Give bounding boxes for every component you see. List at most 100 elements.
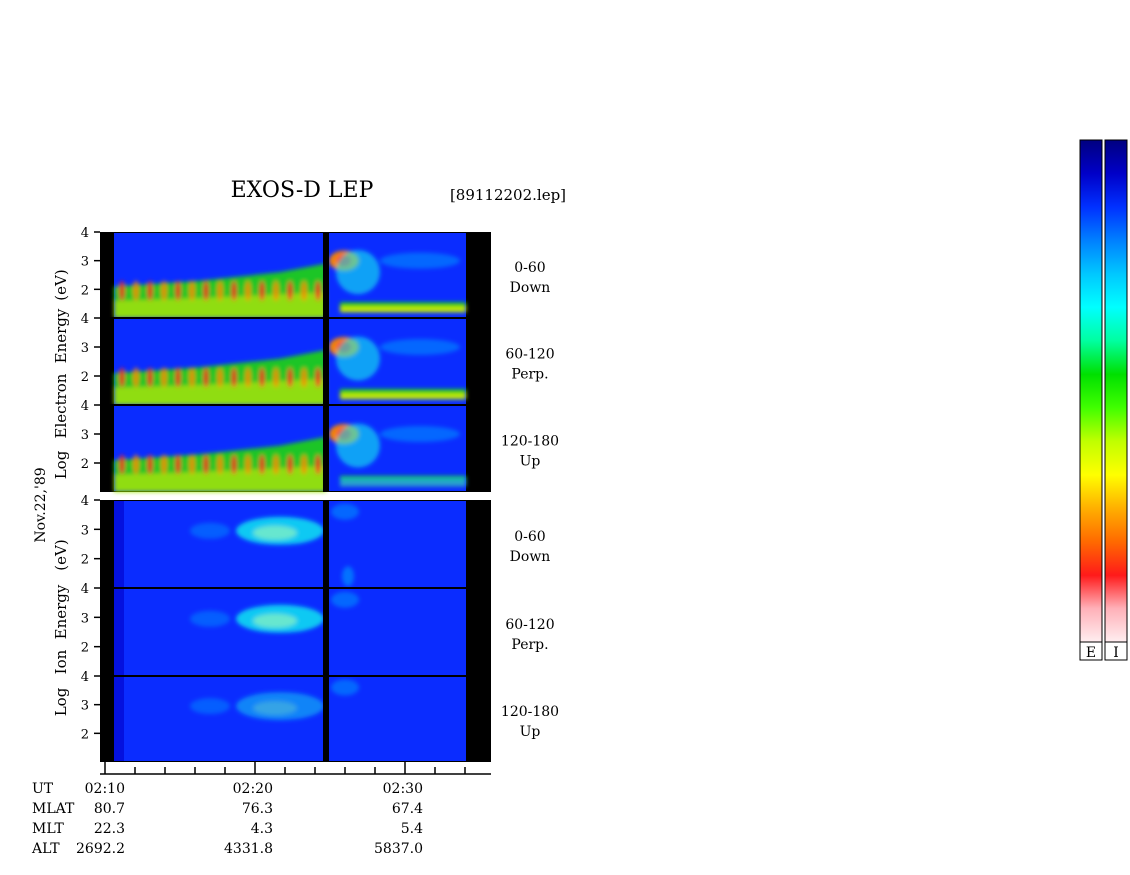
flux-cell	[161, 454, 167, 475]
flux-features	[114, 423, 466, 492]
flux-cell	[133, 280, 139, 301]
figure-title: EXOS-D LEP	[231, 178, 374, 203]
direction-label: Down	[510, 549, 551, 565]
flux-cell	[331, 503, 359, 520]
data-gap	[323, 500, 329, 588]
flux-cell	[133, 454, 139, 475]
flux-cell	[380, 339, 460, 355]
row-value: 02:10	[85, 781, 125, 797]
flux-band	[114, 292, 326, 318]
flux-cell	[133, 367, 139, 388]
data-gap	[323, 676, 329, 762]
flux-cell	[114, 589, 124, 675]
row-value: 5.4	[401, 821, 423, 837]
panel-ion-120-180: 4 3 2 120-180 Up	[81, 670, 559, 762]
flux-cell	[175, 454, 181, 475]
flux-band	[114, 465, 326, 492]
data-gap	[323, 232, 329, 318]
flux-features	[190, 503, 359, 587]
direction-label: Up	[520, 454, 541, 470]
spectrogram-image	[114, 501, 466, 587]
time-axis	[100, 762, 491, 775]
row-value: 02:30	[383, 781, 423, 797]
flux-cell	[315, 280, 321, 301]
colorbar-ion	[1104, 139, 1128, 643]
colorbar-electron	[1079, 139, 1103, 643]
flux-cell	[273, 367, 279, 388]
flux-cell	[190, 610, 230, 627]
flux-cell	[189, 367, 195, 388]
flux-cell	[217, 280, 223, 301]
panel-electron-0-60: 4 3 2 0-60 Down	[81, 226, 550, 318]
pitch-angle-label: 0-60	[514, 529, 545, 545]
flux-cell	[259, 280, 265, 301]
flux-cell	[301, 367, 307, 388]
spectrogram-image	[114, 589, 466, 675]
spectrogram-image	[114, 406, 466, 492]
flux-cell	[119, 454, 125, 475]
flux-cell	[259, 454, 265, 475]
row-label-mlat: MLAT	[32, 801, 75, 817]
row-value: 22.3	[94, 821, 125, 837]
flux-cell	[147, 280, 153, 301]
pitch-angle-label: 120-180	[501, 434, 559, 450]
flux-cell	[253, 613, 297, 628]
pitch-angle-label: 0-60	[514, 260, 545, 276]
spectrogram-image	[114, 677, 466, 761]
y-tick-label: 3	[81, 341, 89, 356]
flux-cell	[287, 367, 293, 388]
data-gap	[323, 405, 329, 492]
flux-cell	[231, 367, 237, 388]
date-label: Nov.22,'89	[33, 467, 49, 542]
pitch-angle-label: 60-120	[505, 347, 554, 363]
flux-cell	[203, 280, 209, 301]
panel-ion-60-120: 4 3 2 60-120 Perp.	[81, 582, 555, 676]
ion-label-unit: (eV)	[52, 539, 70, 570]
colorbar-electron-label: E	[1086, 645, 1096, 661]
y-tick-label: 3	[81, 428, 89, 443]
flux-cell	[189, 454, 195, 475]
y-tick-label: 4	[81, 670, 89, 685]
data-gap	[323, 588, 329, 676]
y-tick-label: 3	[81, 255, 89, 270]
flux-features	[190, 591, 359, 633]
flux-cell	[119, 280, 125, 301]
row-value: 4.3	[251, 821, 273, 837]
row-label-alt: ALT	[31, 841, 60, 857]
flux-cell	[147, 454, 153, 475]
colorbar-electron-label-box	[1079, 641, 1103, 661]
flux-cell	[161, 280, 167, 301]
electron-label-unit: (eV)	[52, 269, 70, 300]
flux-features	[114, 250, 466, 318]
panel-electron-120-180: 4 3 2 120-180 Up	[81, 399, 559, 492]
flux-cell	[315, 367, 321, 388]
flux-cell	[336, 336, 380, 381]
flux-cell	[253, 525, 297, 540]
flux-cell	[190, 522, 230, 539]
flux-cell	[253, 701, 297, 716]
flux-cell	[331, 679, 359, 696]
flux-cell	[147, 367, 153, 388]
direction-label: Perp.	[511, 367, 548, 383]
electron-label-energy: Energy	[52, 308, 70, 363]
flux-cell	[273, 454, 279, 475]
flux-cell	[161, 367, 167, 388]
ion-axis-label: Log Ion Energy (eV)	[52, 539, 70, 716]
flux-cell	[190, 698, 230, 715]
y-tick-label: 4	[81, 226, 89, 241]
flux-features	[114, 336, 466, 405]
spectrogram-panels: 4 3 2 0-60 Down 4 3 2 60-120 Perp. 4 3 2 120-180 Up 4 3 2…	[81, 226, 559, 762]
y-tick-label: 2	[81, 370, 89, 385]
flux-cell	[287, 454, 293, 475]
flux-cell	[217, 454, 223, 475]
direction-label: Up	[520, 724, 541, 740]
direction-label: Perp.	[511, 637, 548, 653]
orbit-parameter-rows: UT 02:10 02:20 02:30 MLAT 80.7 76.3 67.4 MLT 22.3…	[31, 781, 423, 857]
spectrogram-image	[114, 319, 466, 405]
y-tick-label: 2	[81, 727, 89, 742]
ion-label-species: Ion	[52, 649, 70, 674]
row-value: 76.3	[242, 801, 273, 817]
flux-cell	[336, 250, 380, 295]
row-value: 5837.0	[374, 841, 423, 857]
flux-cell	[114, 501, 124, 587]
